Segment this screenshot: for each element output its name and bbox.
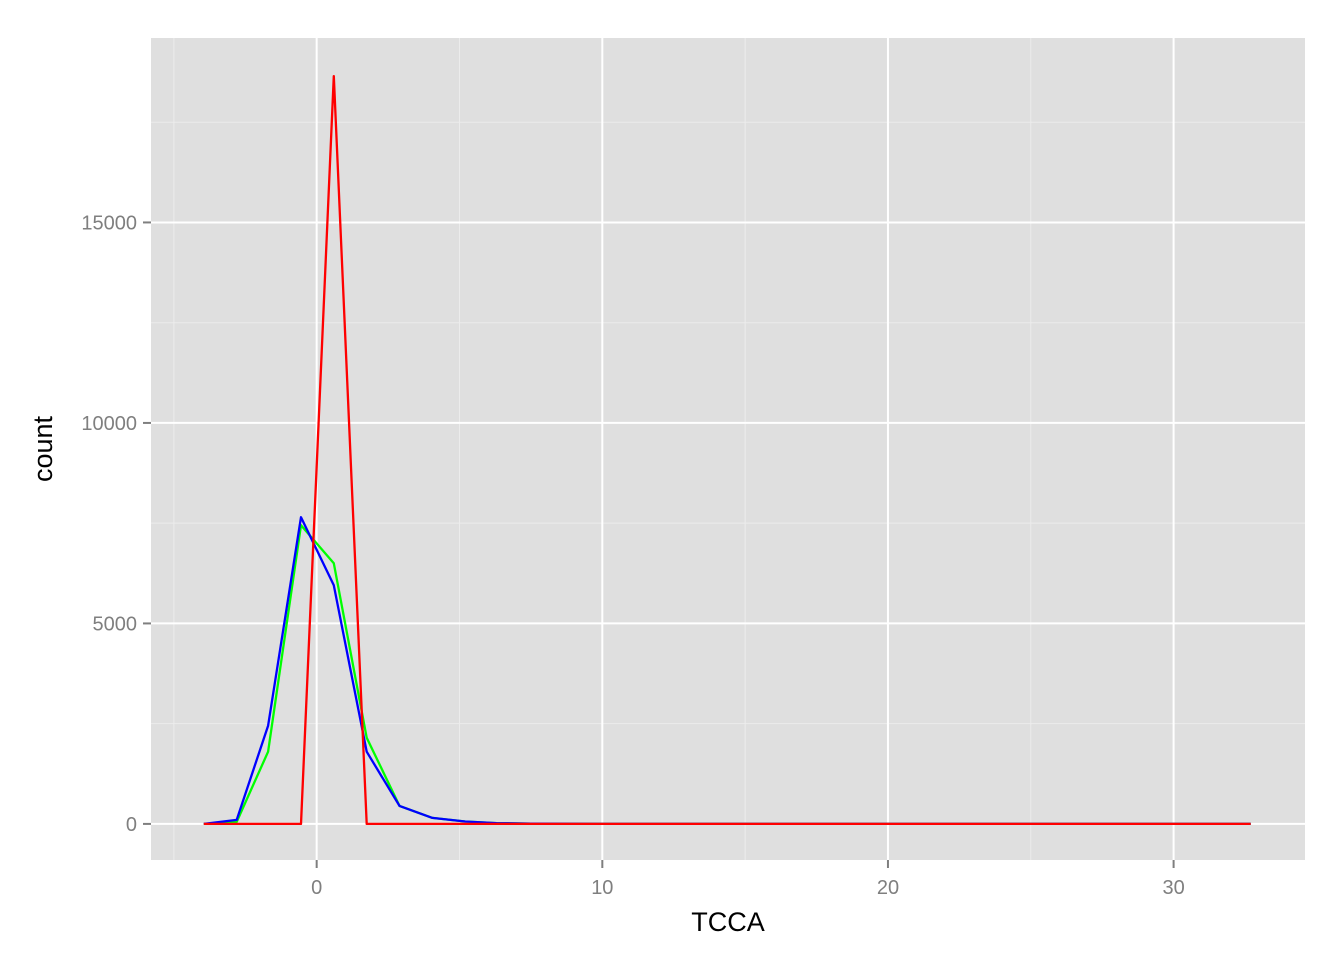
y-axis-title: count (28, 415, 58, 482)
x-tick-label: 20 (877, 877, 899, 899)
y-tick-label: 15000 (81, 212, 137, 234)
x-axis-title: TCCA (691, 907, 765, 937)
series-line (203, 74, 1251, 826)
x-tick-label: 10 (591, 877, 613, 899)
x-axis: 0 10 20 30 (311, 860, 1185, 899)
x-tick-label: 30 (1162, 877, 1184, 899)
minor-gridlines (151, 38, 1305, 860)
y-axis: 0 5000 10000 15000 (81, 212, 151, 836)
y-tick-label: 0 (126, 814, 137, 836)
plot-panel (151, 38, 1305, 860)
y-tick-label: 5000 (93, 613, 138, 635)
series-lines (203, 74, 1251, 826)
y-tick-label: 10000 (81, 413, 137, 435)
x-tick-label: 0 (311, 877, 322, 899)
